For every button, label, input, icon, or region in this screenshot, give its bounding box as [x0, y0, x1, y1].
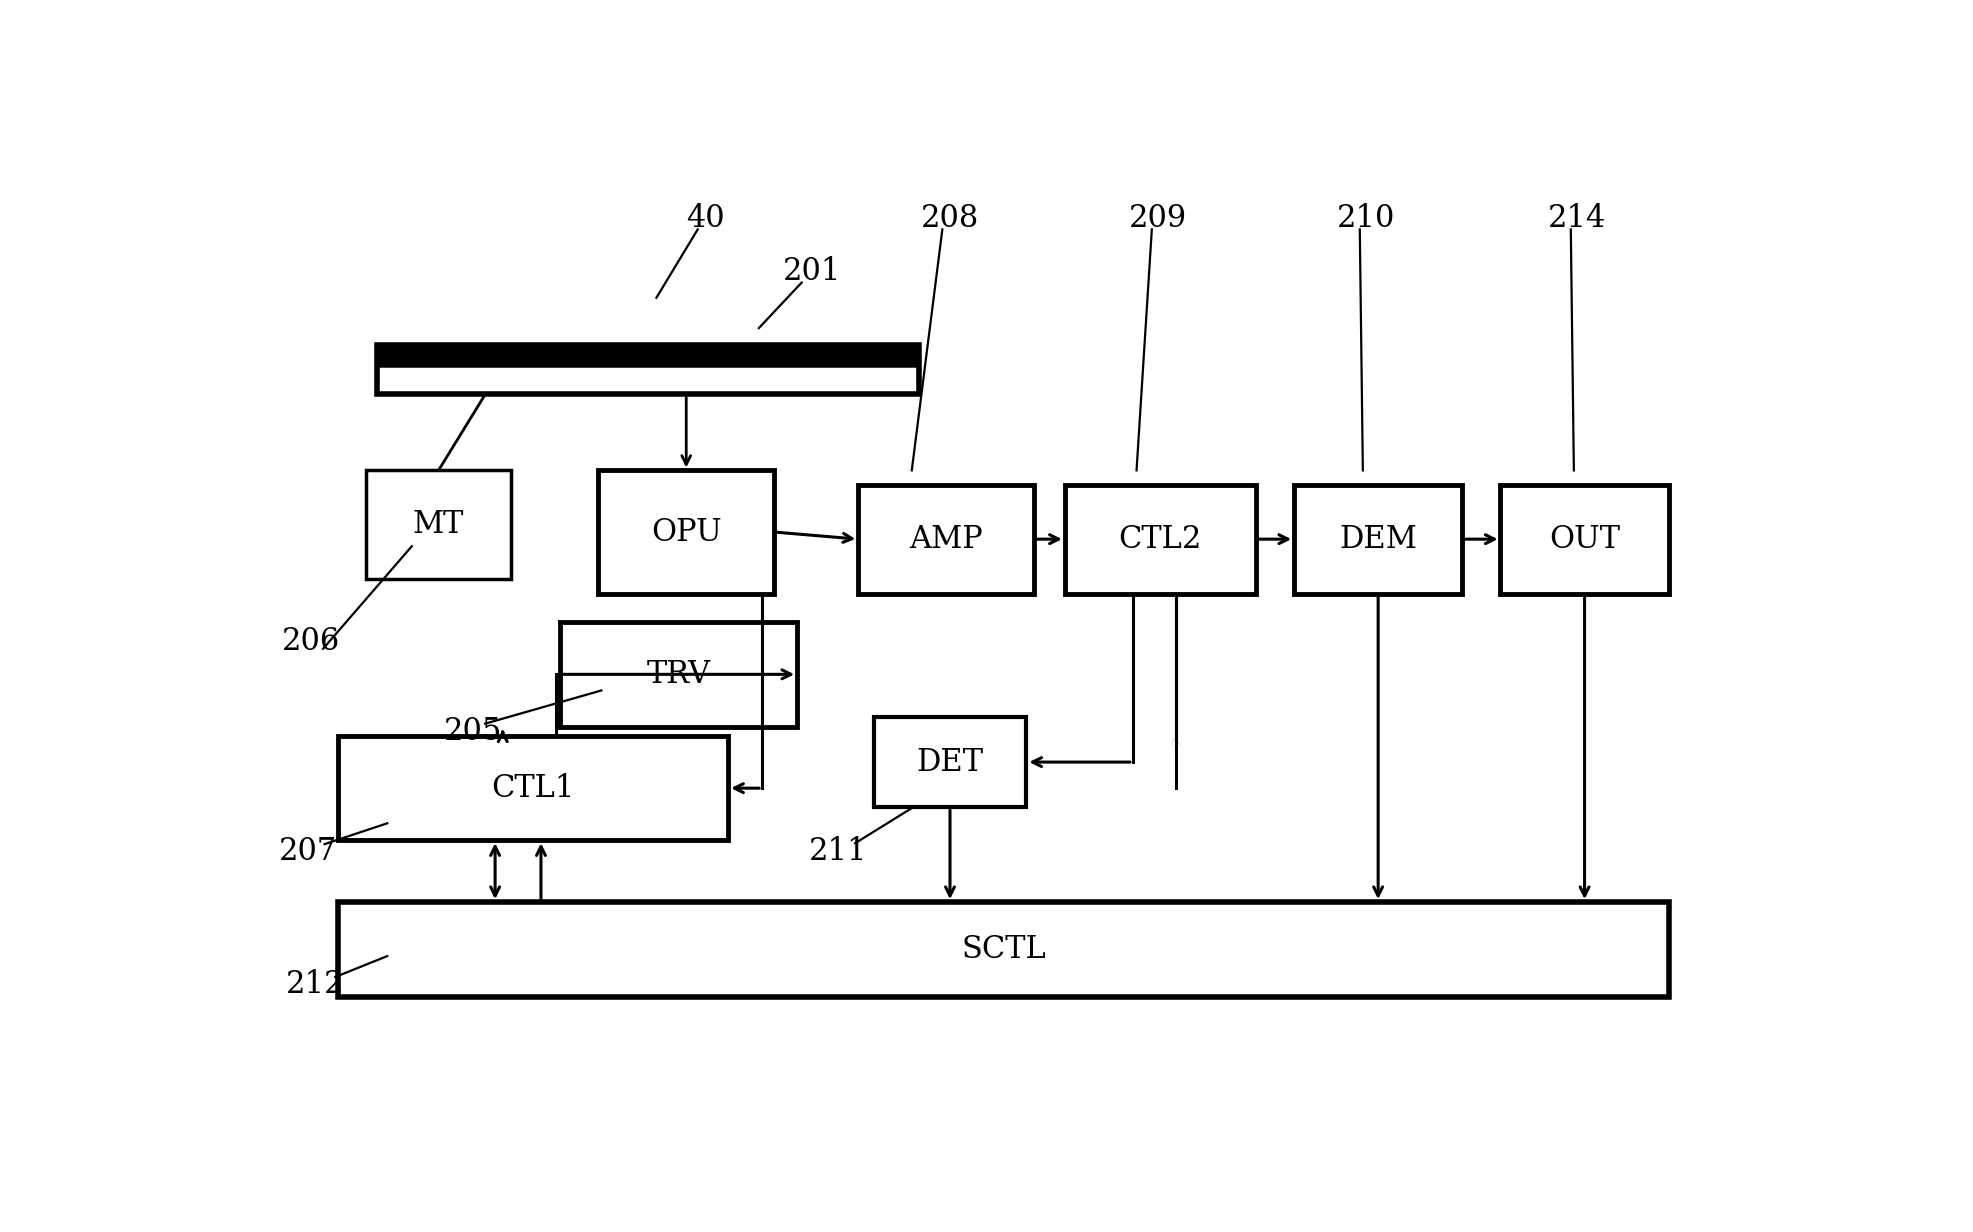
Text: 212: 212 [286, 970, 345, 1000]
Bar [365, 471, 511, 579]
Text: 201: 201 [783, 256, 842, 287]
Text: 209: 209 [1129, 203, 1188, 234]
Bar [874, 717, 1026, 807]
Text: OUT: OUT [1549, 524, 1620, 554]
Text: 211: 211 [809, 837, 868, 867]
Bar [1294, 484, 1462, 594]
Text: CTL2: CTL2 [1119, 524, 1202, 554]
Text: 205: 205 [444, 716, 501, 747]
Text: 207: 207 [278, 837, 337, 867]
Bar [339, 902, 1669, 997]
Text: OPU: OPU [651, 516, 722, 547]
Text: 206: 206 [282, 626, 339, 657]
Bar [1065, 484, 1257, 594]
Bar [377, 366, 919, 394]
Bar [339, 736, 728, 840]
Bar [858, 484, 1034, 594]
Text: TRV: TRV [647, 659, 710, 690]
Bar [377, 345, 919, 394]
Bar [598, 471, 773, 594]
Text: DEM: DEM [1340, 524, 1417, 554]
Text: SCTL: SCTL [961, 934, 1046, 965]
Bar [560, 622, 797, 727]
Text: 214: 214 [1547, 203, 1606, 234]
Text: DET: DET [917, 747, 983, 777]
Text: MT: MT [412, 509, 464, 541]
Text: 208: 208 [921, 203, 979, 234]
Text: AMP: AMP [910, 524, 983, 554]
Text: CTL1: CTL1 [491, 772, 574, 803]
Text: 40: 40 [687, 203, 724, 234]
Bar [1499, 484, 1669, 594]
Text: 210: 210 [1338, 203, 1395, 234]
Bar [377, 345, 919, 366]
